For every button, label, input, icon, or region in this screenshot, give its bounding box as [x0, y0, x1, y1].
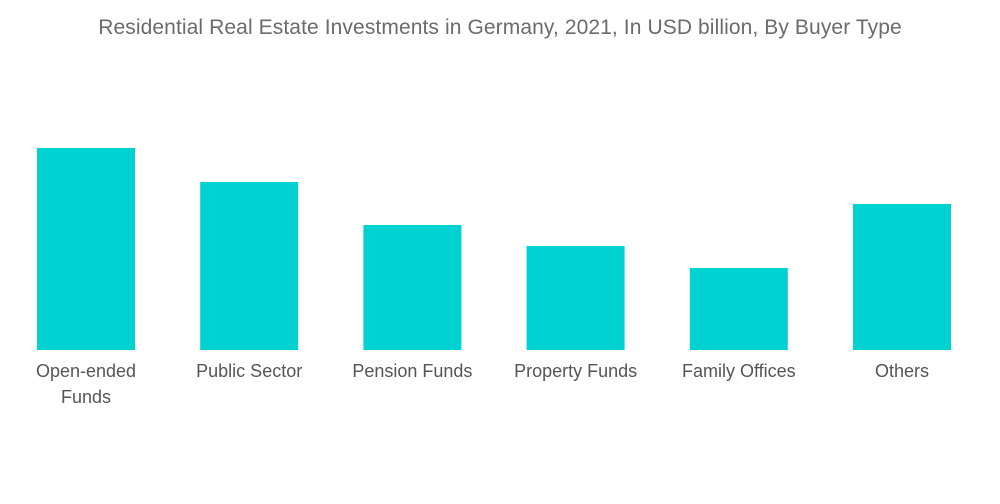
chart-title: Residential Real Estate Investments in G…	[98, 16, 902, 39]
x-tick-label-line: Open-ended	[36, 361, 136, 381]
bars-group	[37, 148, 951, 350]
x-tick-label-line: Family Offices	[682, 361, 796, 381]
x-tick-label: Open-ended Funds	[36, 361, 136, 407]
x-tick-label: Family Offices	[682, 361, 796, 381]
x-tick-label: Others	[875, 361, 929, 381]
x-tick-label-line: Public Sector	[196, 361, 302, 381]
bar-open-ended-funds	[37, 148, 135, 350]
x-tick-labels-group: Open-ended Funds Public Sector Pension Fund…	[36, 361, 929, 407]
x-tick-label-line: Others	[875, 361, 929, 381]
x-tick-label: Property Funds	[514, 361, 637, 381]
x-tick-label: Public Sector	[196, 361, 302, 381]
x-tick-label-line: Pension Funds	[352, 361, 472, 381]
bar-public-sector	[200, 182, 299, 350]
x-tick-label-line: Property Funds	[514, 361, 637, 381]
bar-property-funds	[526, 246, 625, 350]
bar-family-offices	[689, 268, 788, 350]
x-tick-label: Pension Funds	[352, 361, 472, 381]
bar-pension-funds	[363, 225, 462, 350]
x-tick-label-line: Funds	[61, 387, 111, 407]
bar-others	[853, 204, 951, 350]
